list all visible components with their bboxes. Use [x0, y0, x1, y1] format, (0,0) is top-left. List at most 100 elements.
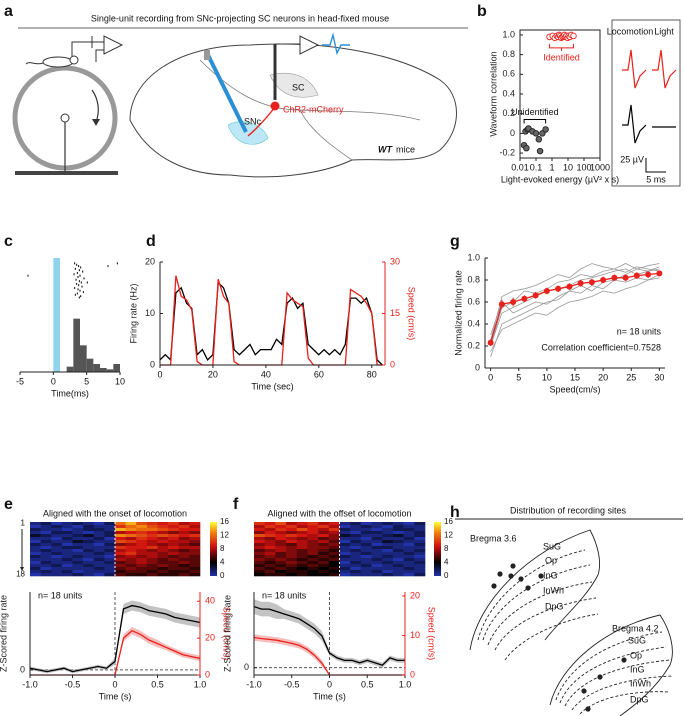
heatmap-cell — [264, 567, 276, 571]
point — [523, 144, 530, 152]
heatmap-cell — [275, 573, 287, 577]
panel-h-drawing — [455, 518, 683, 716]
point — [611, 274, 618, 281]
heatmap-cell — [350, 564, 362, 568]
heatmap-cell — [115, 546, 126, 550]
heatmap-cell — [61, 522, 73, 526]
heatmap-cell — [61, 546, 73, 550]
heatmap-cell — [350, 570, 362, 574]
heatmap-cell — [168, 540, 180, 544]
y-tick-label: 20 — [145, 256, 155, 266]
point — [532, 130, 540, 137]
heatmap-cell — [178, 552, 190, 556]
arrow-head — [20, 567, 24, 571]
heatmap-cell — [104, 525, 116, 529]
fiber-ferrule — [204, 50, 210, 60]
heatmap-cell — [168, 549, 180, 553]
heatmap-cell — [104, 552, 116, 556]
heatmap-cell — [296, 573, 308, 577]
heatmap-cell — [414, 552, 426, 556]
y-tick-label: 0.2 — [502, 108, 515, 118]
recording-site — [518, 576, 524, 582]
heatmap-cell — [286, 528, 298, 532]
heatmap-cell — [125, 552, 137, 556]
heatmap-cell — [146, 543, 158, 547]
spike — [76, 292, 78, 295]
heatmap-cell — [360, 522, 372, 526]
heatmap-cell — [61, 543, 73, 547]
waveform — [622, 104, 647, 144]
heatmap-cell — [146, 528, 158, 532]
heatmap-cell — [136, 531, 148, 535]
heatmap-cell — [72, 528, 84, 532]
spike — [77, 276, 79, 279]
heatmap-cell — [307, 555, 319, 559]
heatmap-cell — [168, 570, 180, 574]
recording-site — [497, 571, 503, 577]
axis-label: Speed (cm/s) — [407, 287, 417, 341]
heatmap-cell — [61, 567, 73, 571]
heatmap-cell — [61, 561, 73, 565]
heatmap-cell — [360, 570, 372, 574]
heatmap-cell — [382, 573, 394, 577]
heatmap-cell — [360, 573, 372, 577]
heatmap-cell — [146, 525, 158, 529]
bar — [113, 364, 120, 372]
trace — [490, 266, 660, 347]
heatmap-cell — [146, 573, 158, 577]
x-tick-label: 10 — [115, 376, 125, 386]
heatmap-cell — [371, 522, 383, 526]
region-label: SC — [292, 82, 305, 92]
heatmap-cell — [264, 543, 276, 547]
heatmap-title: Aligned with the offset of locomotion — [268, 508, 412, 518]
panel-letter: e — [4, 496, 13, 513]
waveform — [652, 49, 677, 89]
heatmap-cell — [30, 534, 41, 538]
heatmap-cell — [115, 558, 126, 562]
spike — [76, 271, 78, 274]
heatmap-cell — [254, 558, 265, 562]
heatmap-cell — [157, 522, 169, 526]
heatmap-cell — [254, 564, 265, 568]
heatmap-cell — [136, 570, 148, 574]
heatmap-cell — [93, 546, 105, 550]
heatmap-cell — [286, 555, 298, 559]
heatmap-cell — [318, 543, 330, 547]
y-tick-label: 0 — [150, 359, 155, 369]
heatmap-cell — [93, 573, 105, 577]
spike — [81, 285, 83, 288]
y-tick-label: 0 — [244, 662, 249, 672]
heatmap-cell — [414, 561, 426, 565]
heatmap-cell — [189, 570, 201, 574]
heatmap-cell — [371, 549, 383, 553]
heatmap-cell — [339, 540, 351, 544]
panel-letter: c — [4, 233, 13, 250]
heatmap-cell — [350, 555, 362, 559]
heatmap-cell — [136, 528, 148, 532]
spike — [76, 282, 78, 285]
annotation: n= 18 units — [38, 590, 83, 600]
heatmap-cell — [104, 558, 116, 562]
heatmap-cell — [371, 528, 383, 532]
heatmap-cell — [168, 522, 180, 526]
heatmap-cell — [189, 555, 201, 559]
heatmap-cell — [264, 552, 276, 556]
colorbar — [434, 522, 441, 576]
x-tick-label: 0.1 — [530, 162, 543, 172]
point — [566, 283, 573, 290]
bar — [106, 369, 114, 372]
section-outline — [469, 529, 601, 651]
heatmap-cell — [254, 549, 265, 553]
heatmap-cell — [61, 549, 73, 553]
heatmap-cell — [136, 558, 148, 562]
x-tick-label: 5 — [84, 376, 89, 386]
heatmap-cell — [157, 543, 169, 547]
x-axis-label: Time (s) — [99, 691, 132, 701]
panel-letter: h — [450, 504, 460, 521]
wire — [71, 36, 104, 56]
heatmap-cell — [72, 561, 84, 565]
annotation: n= 18 units — [617, 326, 662, 336]
heatmap-cell — [350, 522, 362, 526]
heatmap-cell — [72, 540, 84, 544]
brain — [129, 43, 457, 178]
